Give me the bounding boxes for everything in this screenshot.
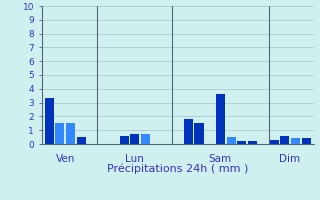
Bar [184,119,193,144]
Text: Lun: Lun [125,154,144,164]
Text: Sam: Sam [209,154,232,164]
Bar [248,141,257,144]
Bar [216,94,225,144]
Bar [291,138,300,144]
Bar [141,134,150,144]
X-axis label: Précipitations 24h ( mm ): Précipitations 24h ( mm ) [107,163,248,174]
Text: Ven: Ven [55,154,75,164]
Bar [119,136,129,144]
Bar [195,123,204,144]
Bar [77,137,86,144]
Bar [301,138,311,144]
Bar [66,123,75,144]
Bar [269,140,278,144]
Bar [280,136,289,144]
Bar [130,134,139,144]
Bar [237,141,246,144]
Text: Dim: Dim [279,154,300,164]
Bar [55,123,64,144]
Bar [44,98,54,144]
Bar [227,137,236,144]
